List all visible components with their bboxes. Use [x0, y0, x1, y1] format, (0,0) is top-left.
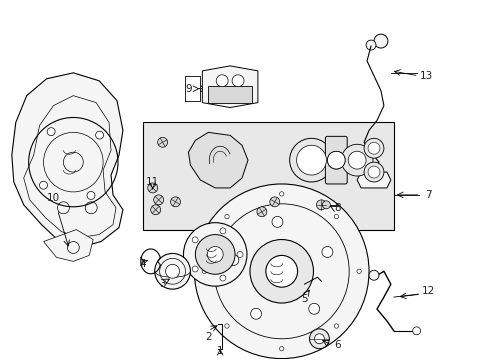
Polygon shape	[356, 172, 390, 188]
Circle shape	[157, 137, 167, 147]
Polygon shape	[188, 132, 247, 188]
Circle shape	[202, 269, 206, 274]
Circle shape	[224, 214, 229, 219]
FancyBboxPatch shape	[325, 136, 346, 184]
Circle shape	[237, 251, 243, 257]
Circle shape	[220, 228, 225, 234]
Text: 1: 1	[217, 346, 223, 356]
Circle shape	[47, 128, 55, 136]
Circle shape	[183, 223, 246, 286]
Circle shape	[364, 162, 383, 182]
Circle shape	[192, 266, 198, 272]
Circle shape	[367, 166, 379, 178]
Text: 4: 4	[139, 259, 146, 269]
Circle shape	[326, 151, 345, 169]
Circle shape	[322, 201, 330, 209]
Circle shape	[368, 270, 378, 280]
Circle shape	[347, 151, 366, 169]
Circle shape	[321, 247, 332, 257]
Circle shape	[154, 253, 190, 289]
Text: 10: 10	[47, 193, 60, 203]
Circle shape	[170, 197, 180, 207]
Circle shape	[316, 200, 325, 210]
Text: 11: 11	[146, 177, 159, 187]
Circle shape	[220, 275, 225, 281]
Circle shape	[150, 205, 161, 215]
Text: 8: 8	[333, 203, 340, 213]
Circle shape	[356, 269, 361, 274]
Circle shape	[250, 308, 261, 319]
Circle shape	[96, 131, 103, 139]
Circle shape	[207, 247, 223, 262]
Circle shape	[341, 144, 372, 176]
Circle shape	[308, 303, 319, 314]
Circle shape	[412, 327, 420, 335]
Circle shape	[279, 347, 284, 351]
Circle shape	[224, 324, 229, 328]
Circle shape	[279, 192, 284, 196]
Text: 12: 12	[421, 286, 434, 296]
Circle shape	[367, 142, 379, 154]
Circle shape	[309, 329, 328, 349]
Circle shape	[373, 34, 387, 48]
Circle shape	[256, 207, 266, 217]
Text: 2: 2	[204, 332, 211, 342]
Circle shape	[216, 75, 228, 87]
Text: 5: 5	[301, 294, 307, 304]
Text: 7: 7	[425, 190, 431, 200]
Polygon shape	[12, 73, 122, 247]
Circle shape	[40, 181, 47, 189]
Circle shape	[269, 197, 279, 207]
Circle shape	[289, 138, 333, 182]
Circle shape	[195, 235, 235, 274]
Text: 6: 6	[333, 340, 340, 350]
Circle shape	[296, 145, 325, 175]
Circle shape	[249, 239, 313, 303]
Circle shape	[314, 334, 324, 344]
Polygon shape	[208, 86, 251, 103]
Circle shape	[227, 255, 238, 266]
Polygon shape	[202, 66, 257, 108]
Circle shape	[153, 195, 163, 205]
Circle shape	[192, 237, 198, 243]
Circle shape	[271, 216, 283, 227]
Circle shape	[366, 40, 375, 50]
Circle shape	[87, 192, 95, 199]
Polygon shape	[142, 122, 393, 230]
Circle shape	[334, 214, 338, 219]
Text: 13: 13	[419, 71, 432, 81]
Text: 3: 3	[159, 279, 165, 289]
Circle shape	[147, 183, 157, 193]
Circle shape	[334, 324, 338, 328]
Circle shape	[364, 138, 383, 158]
Circle shape	[194, 184, 368, 359]
Circle shape	[63, 152, 83, 172]
Circle shape	[232, 75, 244, 87]
Circle shape	[265, 255, 297, 287]
Polygon shape	[43, 230, 93, 261]
Circle shape	[165, 264, 179, 278]
Text: 9: 9	[185, 84, 191, 94]
